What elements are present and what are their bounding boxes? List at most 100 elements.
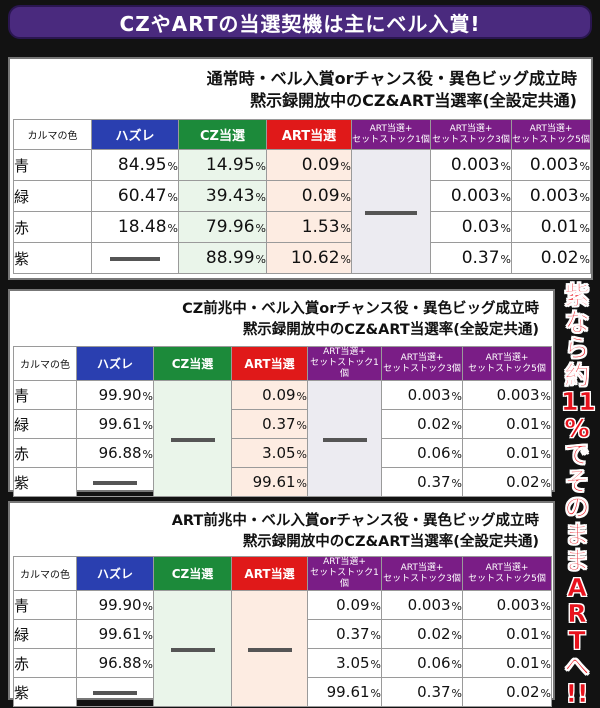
hazure-value: 96.88% — [76, 648, 154, 678]
stock1-value: 0.37% — [307, 619, 382, 649]
table-row: 紫 88.99% 10.62% 0.37% 0.02% — [13, 242, 591, 274]
col-stock3: ART当選+ セットストック3個 — [430, 119, 512, 150]
col-art: ART当選 — [266, 119, 352, 150]
col-stock3: ART当選+ セットストック3個 — [381, 556, 463, 591]
art-value: 1.53% — [266, 211, 352, 243]
karma-color: 緑 — [13, 619, 77, 649]
stock5-value: 0.01% — [462, 619, 552, 649]
hazure-empty — [76, 467, 154, 497]
panel-normal: 通常時・ベル入賞orチャンス役・異色ビッグ成立時 黙示録開放中のCZ&ART当選… — [8, 57, 593, 280]
hazure-empty — [91, 242, 179, 274]
col-karma: カルマの色 — [13, 119, 92, 150]
col-cz: CZ当選 — [153, 556, 232, 591]
stock5-value: 0.01% — [462, 648, 552, 678]
art-value: 10.62% — [266, 242, 352, 274]
karma-color: 緑 — [13, 180, 92, 212]
karma-color: 青 — [13, 380, 77, 410]
col-hazure: ハズレ — [76, 346, 154, 381]
stock3-value: 0.06% — [381, 648, 463, 678]
cz-value: 88.99% — [178, 242, 267, 274]
stock1-value: 0.09% — [307, 590, 382, 620]
cz-value: 14.95% — [178, 149, 267, 181]
karma-color: 赤 — [13, 648, 77, 678]
table-row: 緑 99.61% 0.37% 0.02% 0.01% — [13, 619, 552, 649]
col-art: ART当選 — [231, 346, 308, 381]
stock3-value: 0.03% — [430, 211, 512, 243]
stock5-value: 0.02% — [462, 677, 552, 707]
table-row: 緑 60.47% 39.43% 0.09% 0.003% 0.003% — [13, 180, 591, 212]
panel-title: ART前兆中・ベル入賞orチャンス役・異色ビッグ成立時 黙示録開放中のCZ&AR… — [171, 513, 539, 550]
col-stock5: ART当選+ セットストック5個 — [462, 346, 552, 381]
karma-color: 赤 — [13, 438, 77, 468]
dash-icon — [170, 647, 215, 652]
stock3-value: 0.003% — [430, 149, 512, 181]
hazure-value: 96.88% — [76, 438, 154, 468]
stock3-value: 0.02% — [381, 619, 463, 649]
hazure-value: 60.47% — [91, 180, 179, 212]
col-stock1: ART当選+ セットストック1個 — [351, 119, 431, 150]
stock5-value: 0.003% — [511, 149, 591, 181]
table-row: 緑 99.61% 0.37% 0.02% 0.01% — [13, 409, 552, 439]
col-stock1: ART当選+ セットストック1個 — [307, 556, 382, 591]
art-value: 99.61% — [231, 467, 308, 497]
rate-table-normal: カルマの色 ハズレ CZ当選 ART当選 ART当選+ セットストック1個 ART… — [13, 119, 591, 274]
dash-icon — [93, 481, 137, 485]
art-value: 3.05% — [231, 438, 308, 468]
col-karma: カルマの色 — [13, 346, 77, 381]
stock3-value: 0.37% — [381, 677, 463, 707]
col-art: ART当選 — [231, 556, 308, 591]
panel-art-precursor: ART前兆中・ベル入賞orチャンス役・異色ビッグ成立時 黙示録開放中のCZ&AR… — [8, 501, 555, 707]
cz-value: 39.43% — [178, 180, 267, 212]
hazure-value: 99.61% — [76, 619, 154, 649]
karma-color: 赤 — [13, 211, 92, 243]
stock3-value: 0.37% — [381, 467, 463, 497]
hazure-value: 18.48% — [91, 211, 179, 243]
panel-cz-precursor: CZ前兆中・ベル入賞orチャンス役・異色ビッグ成立時 黙示録開放中のCZ&ART… — [8, 289, 555, 497]
karma-color: 青 — [13, 590, 77, 620]
rate-table-art: カルマの色 ハズレ CZ当選 ART当選 ART当選+ セットストック1個 ART… — [13, 556, 552, 707]
karma-color: 紫 — [13, 467, 77, 497]
stock5-value: 0.01% — [511, 211, 591, 243]
art-value: 0.09% — [266, 149, 352, 181]
hazure-value: 99.90% — [76, 590, 154, 620]
col-stock5: ART当選+ セットストック5個 — [462, 556, 552, 591]
table-row: 赤 18.48% 79.96% 1.53% 0.03% 0.01% — [13, 211, 591, 243]
stock1-empty — [351, 149, 431, 274]
stock3-value: 0.37% — [430, 242, 512, 274]
col-stock3: ART当選+ セットストック3個 — [381, 346, 463, 381]
rate-table-cz: カルマの色 ハズレ CZ当選 ART当選 ART当選+ セットストック1個 ART… — [13, 346, 552, 497]
side-note: 紫 な ら 約 11 % で そ の ま ま A R T へ !! — [561, 281, 596, 708]
table-row: 赤 96.88% 3.05% 0.06% 0.01% — [13, 438, 552, 468]
karma-color: 青 — [13, 149, 92, 181]
dash-icon — [365, 210, 417, 215]
page-header: CZやARTの当選契機は主にベル入賞! — [8, 5, 592, 39]
dash-icon — [93, 691, 137, 695]
col-hazure: ハズレ — [76, 556, 154, 591]
panel-title: CZ前兆中・ベル入賞orチャンス役・異色ビッグ成立時 黙示録開放中のCZ&ART… — [182, 301, 539, 338]
col-cz: CZ当選 — [153, 346, 232, 381]
hazure-value: 99.61% — [76, 409, 154, 439]
art-empty — [231, 590, 308, 707]
cz-empty — [153, 380, 232, 497]
stock1-empty — [307, 380, 382, 497]
stock1-value: 99.61% — [307, 677, 382, 707]
art-value: 0.09% — [266, 180, 352, 212]
karma-color: 緑 — [13, 409, 77, 439]
table-row: 青 84.95% 14.95% 0.09% 0.003% 0.003% — [13, 149, 591, 274]
stock1-value: 3.05% — [307, 648, 382, 678]
stock3-value: 0.003% — [381, 380, 463, 410]
col-hazure: ハズレ — [91, 119, 179, 150]
cz-empty — [153, 590, 232, 707]
stock5-value: 0.02% — [462, 467, 552, 497]
stock5-value: 0.02% — [511, 242, 591, 274]
cz-value: 79.96% — [178, 211, 267, 243]
dash-icon — [322, 437, 367, 442]
col-stock5: ART当選+ セットストック5個 — [511, 119, 591, 150]
stock5-value: 0.003% — [511, 180, 591, 212]
dash-icon — [247, 647, 292, 652]
stock5-value: 0.01% — [462, 409, 552, 439]
stock5-value: 0.003% — [462, 380, 552, 410]
hazure-empty — [76, 677, 154, 707]
col-karma: カルマの色 — [13, 556, 77, 591]
dash-icon — [170, 437, 215, 442]
